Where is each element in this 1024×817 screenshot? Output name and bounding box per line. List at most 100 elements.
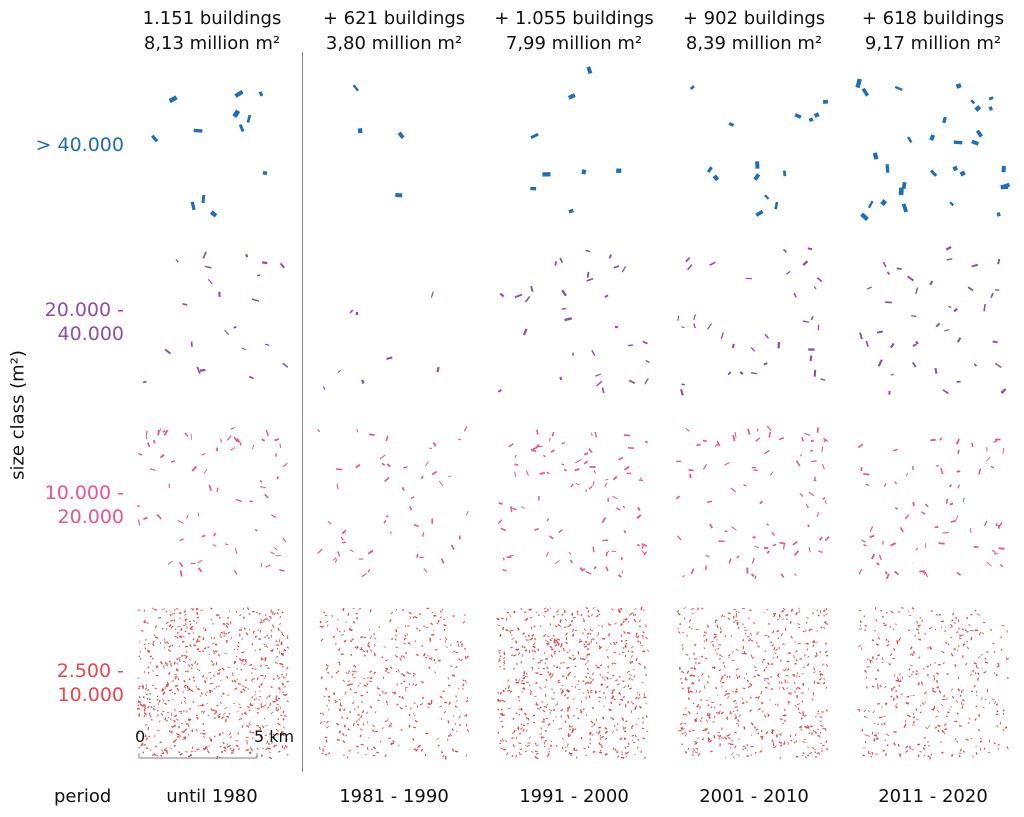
building-footprint — [391, 638, 394, 640]
building-footprint — [261, 725, 265, 729]
building-footprint — [245, 632, 249, 636]
building-footprint — [625, 755, 627, 758]
building-footprint — [821, 750, 824, 752]
building-footprint — [199, 695, 201, 697]
building-footprint — [912, 501, 915, 507]
building-footprint — [682, 728, 686, 730]
building-footprint — [418, 629, 421, 632]
building-footprint — [560, 688, 562, 690]
building-footprint — [257, 747, 259, 750]
building-footprint — [425, 656, 428, 659]
building-footprint — [244, 686, 247, 689]
building-footprint — [627, 700, 630, 704]
building-footprint — [627, 620, 630, 623]
building-footprint — [986, 446, 988, 452]
building-footprint — [552, 708, 556, 712]
building-footprint — [1005, 657, 1008, 660]
building-footprint — [184, 645, 189, 648]
building-footprint — [408, 611, 412, 615]
building-footprint — [700, 716, 703, 720]
building-footprint — [818, 670, 821, 673]
building-footprint — [780, 681, 783, 684]
building-footprint — [578, 688, 581, 691]
building-footprint — [572, 657, 577, 661]
building-footprint — [170, 460, 176, 463]
building-footprint — [402, 673, 406, 677]
building-footprint — [625, 720, 628, 723]
building-footprint — [931, 687, 935, 690]
building-footprint — [499, 742, 501, 745]
building-footprint — [347, 612, 350, 616]
map-panel — [677, 247, 826, 396]
building-footprint — [793, 550, 800, 557]
building-footprint — [439, 705, 443, 708]
building-footprint — [224, 707, 228, 710]
building-footprint — [174, 635, 177, 638]
building-footprint — [390, 724, 392, 728]
building-footprint — [825, 608, 828, 611]
building-footprint — [765, 666, 768, 669]
building-footprint — [757, 645, 760, 648]
building-footprint — [237, 645, 240, 648]
building-footprint — [349, 710, 351, 714]
building-footprint — [419, 703, 424, 706]
building-footprint — [376, 751, 379, 754]
building-footprint — [773, 646, 776, 650]
building-footprint — [596, 718, 598, 722]
building-footprint — [561, 746, 564, 749]
building-footprint — [202, 251, 207, 259]
size-class-line: 10.000 — [57, 684, 124, 706]
building-footprint — [258, 726, 262, 729]
building-footprint — [703, 640, 706, 642]
building-footprint — [517, 695, 520, 698]
building-footprint — [738, 714, 742, 717]
building-footprint — [903, 726, 906, 729]
building-footprint — [962, 497, 965, 503]
building-footprint — [765, 731, 769, 735]
building-footprint — [138, 685, 141, 688]
building-footprint — [861, 539, 866, 543]
building-footprint — [718, 669, 722, 672]
building-footprint — [183, 696, 187, 700]
building-footprint — [374, 711, 377, 714]
building-footprint — [947, 643, 950, 646]
building-footprint — [896, 676, 899, 680]
building-footprint — [710, 641, 714, 643]
building-footprint — [1000, 184, 1009, 190]
building-footprint — [162, 691, 166, 695]
building-footprint — [817, 713, 820, 715]
building-footprint — [583, 452, 589, 456]
building-footprint — [860, 212, 869, 222]
building-footprint — [228, 712, 231, 715]
building-footprint — [224, 652, 227, 654]
building-footprint — [273, 613, 277, 615]
building-footprint — [196, 640, 198, 643]
building-footprint — [179, 538, 184, 542]
building-footprint — [231, 750, 235, 752]
building-footprint — [693, 666, 696, 670]
building-footprint — [783, 669, 786, 672]
building-footprint — [137, 677, 140, 679]
building-footprint — [810, 316, 814, 321]
building-footprint — [177, 677, 180, 680]
building-footprint — [360, 715, 363, 718]
building-footprint — [286, 635, 289, 637]
building-footprint — [351, 638, 355, 641]
building-footprint — [886, 271, 891, 275]
building-footprint — [514, 463, 519, 467]
building-footprint — [403, 680, 406, 683]
building-footprint — [352, 664, 356, 667]
building-footprint — [246, 607, 249, 610]
building-footprint — [149, 698, 151, 701]
building-footprint — [518, 678, 521, 683]
building-footprint — [168, 645, 172, 648]
building-footprint — [894, 674, 896, 677]
building-footprint — [760, 691, 763, 695]
building-footprint — [525, 744, 527, 747]
building-footprint — [1006, 746, 1009, 750]
building-footprint — [362, 650, 366, 653]
building-footprint — [440, 717, 443, 721]
building-footprint — [395, 629, 398, 633]
building-footprint — [731, 752, 734, 756]
building-footprint — [917, 743, 921, 746]
